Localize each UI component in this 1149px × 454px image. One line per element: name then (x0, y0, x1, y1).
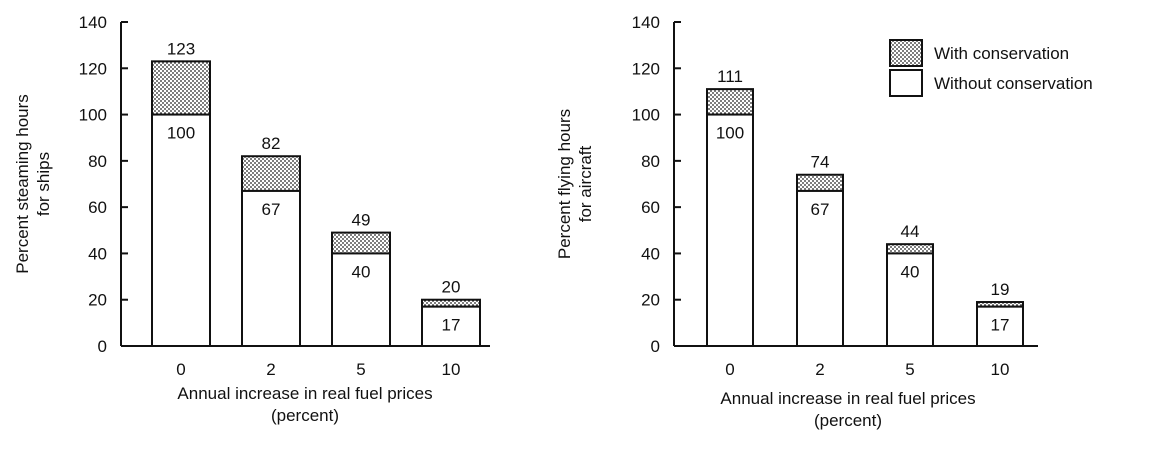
data-label-with-conservation: 111 (717, 67, 743, 86)
y-tick-label: 120 (632, 59, 660, 78)
bar-without-conservation (796, 189, 844, 347)
y-tick-label: 0 (98, 337, 107, 356)
y-axis-title-line: for ships (34, 152, 53, 216)
bar-with-conservation (886, 243, 934, 255)
data-label-with-conservation: 123 (167, 39, 195, 58)
y-axis-title: Percent flying hours for aircraft (555, 109, 595, 259)
data-label-without-conservation: 67 (811, 200, 830, 219)
x-tick-label: 5 (356, 360, 365, 379)
bar-without-conservation (976, 305, 1024, 347)
x-tick-label: 2 (815, 360, 824, 379)
y-axis-title-line: Percent flying hours (555, 109, 574, 259)
bar-without-conservation (706, 113, 754, 347)
bar-without-conservation (886, 252, 934, 347)
y-tick-label: 100 (79, 106, 107, 125)
x-tick-label: 10 (442, 360, 461, 379)
x-axis-title-line: Annual increase in real fuel prices (177, 384, 432, 403)
ships-chart-panel: 0 20 40 60 80 100 120 140 123 100 0 82 67 2 49 40 5 20 17 1… (13, 13, 490, 425)
y-axis-title-line: for aircraft (576, 145, 595, 222)
x-tick-label: 5 (905, 360, 914, 379)
y-tick-label: 20 (641, 291, 660, 310)
y-tick-label: 40 (88, 244, 107, 263)
data-label-without-conservation: 67 (262, 200, 281, 219)
y-tick-label: 80 (641, 152, 660, 171)
x-tick-label: 0 (176, 360, 185, 379)
data-label-with-conservation: 19 (991, 280, 1010, 299)
x-axis-title-line: (percent) (814, 411, 882, 430)
data-label-with-conservation: 82 (262, 134, 281, 153)
x-axis-title-line: (percent) (271, 406, 339, 425)
data-label-without-conservation: 17 (442, 316, 461, 335)
legend-label: With conservation (934, 44, 1069, 63)
bar-without-conservation (421, 305, 481, 347)
x-tick-label: 10 (991, 360, 1010, 379)
x-tick-label: 0 (725, 360, 734, 379)
aircraft-chart-panel: 0 20 40 60 80 100 120 140 111 100 0 74 67 2 44 40 5 19 17 1… (555, 13, 1093, 430)
y-axis-title: Percent steaming hours for ships (13, 94, 53, 274)
bar-without-conservation (331, 252, 391, 347)
legend-swatch (889, 69, 923, 97)
legend-label: Without conservation (934, 74, 1093, 93)
bar-with-conservation (421, 298, 481, 308)
x-axis-title-line: Annual increase in real fuel prices (720, 389, 975, 408)
y-axis-title-line: Percent steaming hours (13, 94, 32, 274)
data-label-with-conservation: 20 (442, 278, 461, 297)
y-tick-label: 140 (632, 13, 660, 32)
legend-swatch (889, 39, 923, 67)
data-label-without-conservation: 100 (716, 124, 744, 143)
y-tick-label: 120 (79, 59, 107, 78)
y-tick-label: 40 (641, 244, 660, 263)
bar-without-conservation (241, 189, 301, 347)
x-tick-label: 2 (266, 360, 275, 379)
bar-with-conservation (706, 88, 754, 116)
data-label-without-conservation: 40 (352, 262, 371, 281)
y-tick-label: 80 (88, 152, 107, 171)
bar-with-conservation (331, 231, 391, 255)
bar-without-conservation (151, 113, 211, 347)
bar-with-conservation (151, 60, 211, 116)
data-label-without-conservation: 17 (991, 316, 1010, 335)
data-label-with-conservation: 74 (811, 153, 830, 172)
y-tick-label: 100 (632, 106, 660, 125)
y-tick-label: 20 (88, 291, 107, 310)
data-label-with-conservation: 49 (352, 211, 371, 230)
data-label-without-conservation: 40 (901, 262, 920, 281)
y-tick-label: 60 (641, 198, 660, 217)
bar-with-conservation (796, 173, 844, 192)
y-tick-label: 60 (88, 198, 107, 217)
bar-with-conservation (241, 155, 301, 192)
y-tick-label: 140 (79, 13, 107, 32)
data-label-without-conservation: 100 (167, 124, 195, 143)
y-tick-label: 0 (651, 337, 660, 356)
data-label-with-conservation: 44 (901, 222, 920, 241)
